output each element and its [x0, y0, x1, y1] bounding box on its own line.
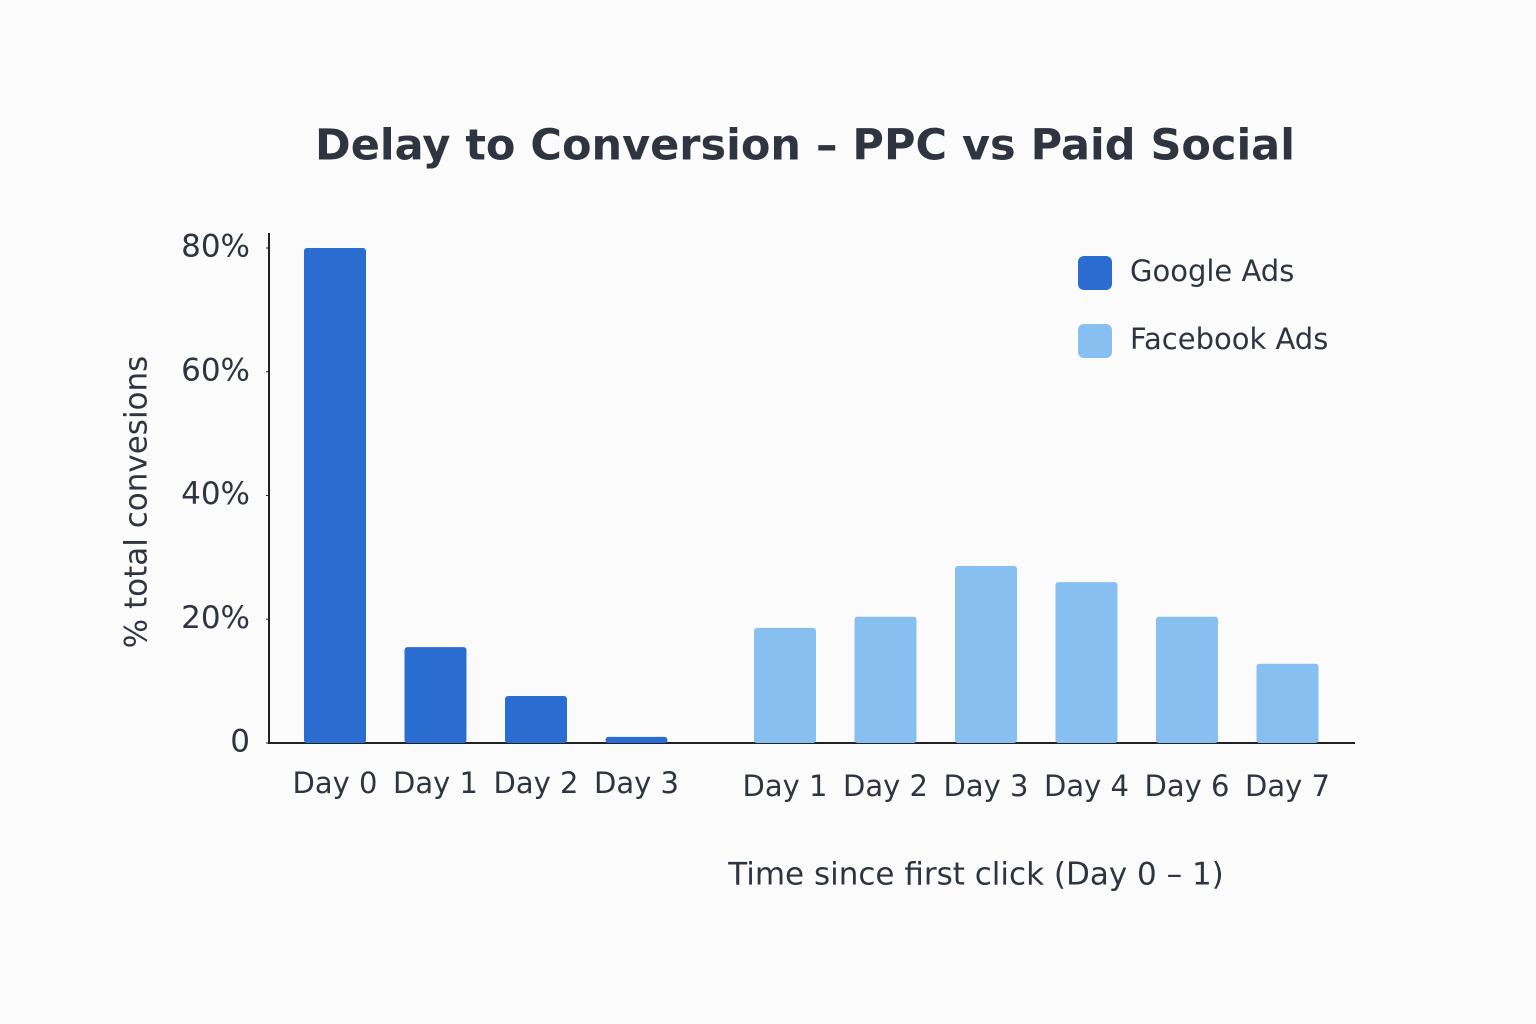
y-tick-label: 20% [181, 600, 250, 636]
bar [1156, 616, 1218, 743]
bar [404, 647, 467, 743]
chart-title: Delay to Conversion – PPC vs Paid Social [315, 121, 1295, 171]
legend-label: Google Ads [1130, 254, 1294, 288]
x-tick-label: Day 0 [293, 766, 378, 800]
x-axis-title: Time since first click (Day 0 – 1) [727, 857, 1224, 893]
bar [1055, 582, 1118, 743]
x-tick-label: Day 7 [1245, 769, 1330, 803]
x-tick-label: Day 1 [393, 766, 478, 800]
legend-label: Facebook Ads [1130, 322, 1328, 356]
bar [955, 566, 1017, 743]
bar [505, 695, 567, 743]
bar [304, 248, 366, 743]
bar [605, 736, 668, 743]
y-axis-title: % total convesions [119, 356, 155, 649]
x-tick-label: Day 6 [1145, 769, 1230, 803]
x-tick-label: Day 1 [743, 769, 828, 803]
y-tick-label: 0 [230, 724, 250, 760]
x-tick-label: Day 2 [494, 766, 579, 800]
y-tick-label: 60% [181, 352, 250, 388]
x-tick-label: Day 3 [944, 769, 1029, 803]
x-tick-label: Day 4 [1044, 769, 1129, 803]
bar [854, 616, 917, 743]
x-tick-label: Day 3 [594, 766, 679, 800]
legend-swatch [1078, 256, 1112, 290]
bar [754, 627, 816, 743]
bar [1256, 663, 1319, 743]
y-tick-label: 80% [181, 229, 250, 265]
x-tick-label: Day 2 [843, 769, 928, 803]
y-tick-label: 40% [181, 476, 250, 512]
legend-swatch [1078, 324, 1112, 358]
